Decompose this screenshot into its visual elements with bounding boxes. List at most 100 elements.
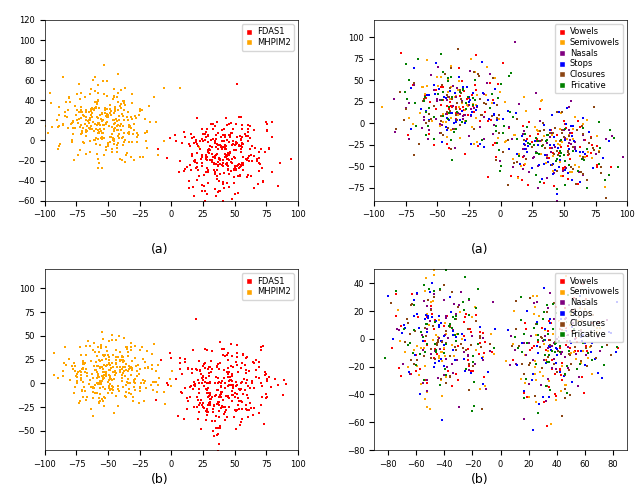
Point: [564, 146, 574, 154]
Point: [243, 414, 253, 422]
Point: [508, 342, 518, 349]
Point: [519, 330, 529, 338]
Point: [487, 348, 497, 356]
Point: [559, 385, 570, 393]
Point: [204, 372, 214, 380]
Point: [558, 168, 568, 175]
Point: [556, 143, 566, 151]
Point: [223, 376, 234, 384]
Point: [543, 377, 554, 385]
Point: [140, 129, 150, 137]
Point: [464, 362, 474, 370]
Point: [454, 78, 464, 86]
Point: [115, 363, 125, 371]
Point: [535, 128, 545, 136]
Point: [231, 358, 241, 366]
Point: [520, 379, 530, 387]
Point: [433, 312, 444, 320]
Point: [200, 130, 210, 138]
Point: [254, 363, 264, 371]
Point: [538, 394, 548, 402]
Point: [417, 124, 428, 132]
Point: [442, 88, 452, 96]
Point: [113, 352, 123, 360]
Point: [553, 144, 563, 152]
Point: [572, 364, 582, 372]
Point: [124, 362, 134, 370]
Point: [223, 381, 234, 389]
Point: [414, 372, 424, 380]
Point: [142, 128, 152, 136]
Point: [415, 380, 426, 388]
Point: [102, 140, 113, 147]
Point: [499, 148, 509, 156]
Point: [417, 82, 427, 90]
Point: [545, 148, 556, 156]
Point: [134, 108, 145, 116]
Point: [569, 326, 579, 334]
Point: [419, 96, 429, 104]
Point: [565, 136, 575, 144]
Point: [431, 339, 442, 347]
Point: [77, 386, 87, 394]
Point: [451, 370, 461, 378]
Point: [210, 168, 220, 176]
Point: [543, 158, 553, 166]
Point: [493, 94, 503, 102]
Point: [438, 83, 448, 91]
Point: [134, 105, 145, 113]
Point: [568, 329, 579, 337]
Point: [456, 340, 466, 347]
Point: [209, 122, 220, 130]
Point: [225, 362, 236, 370]
Point: [237, 140, 247, 148]
Point: [182, 405, 192, 413]
Point: [105, 133, 115, 141]
Point: [542, 352, 552, 360]
Point: [112, 122, 122, 130]
Point: [232, 406, 242, 414]
Point: [201, 128, 211, 136]
Point: [549, 168, 559, 176]
Point: [444, 374, 454, 382]
Point: [183, 364, 193, 372]
Point: [88, 394, 98, 402]
Point: [453, 342, 463, 350]
Point: [212, 130, 223, 138]
Point: [227, 159, 237, 167]
Point: [77, 387, 87, 395]
Point: [567, 176, 577, 184]
Point: [556, 318, 566, 326]
Point: [180, 165, 190, 173]
Point: [520, 145, 530, 153]
Point: [518, 122, 528, 130]
Point: [110, 371, 120, 379]
Point: [243, 171, 253, 179]
Point: [561, 388, 572, 396]
Point: [540, 356, 550, 364]
Point: [95, 380, 106, 388]
Point: [258, 178, 268, 186]
Point: [218, 178, 228, 186]
Point: [426, 345, 436, 353]
Point: [443, 76, 453, 84]
Point: [105, 109, 115, 117]
Point: [112, 148, 122, 156]
Point: [206, 358, 216, 366]
Point: [122, 342, 132, 350]
Point: [202, 152, 212, 160]
Point: [627, 156, 637, 164]
Point: [464, 98, 474, 106]
Point: [165, 348, 175, 356]
Point: [92, 352, 102, 360]
Point: [442, 74, 452, 82]
Point: [575, 360, 585, 368]
Point: [90, 104, 100, 112]
Point: [504, 72, 514, 80]
Point: [440, 118, 451, 126]
Point: [213, 446, 223, 454]
Point: [193, 142, 204, 150]
Point: [95, 384, 106, 392]
Point: [409, 360, 419, 368]
Point: [237, 398, 247, 406]
